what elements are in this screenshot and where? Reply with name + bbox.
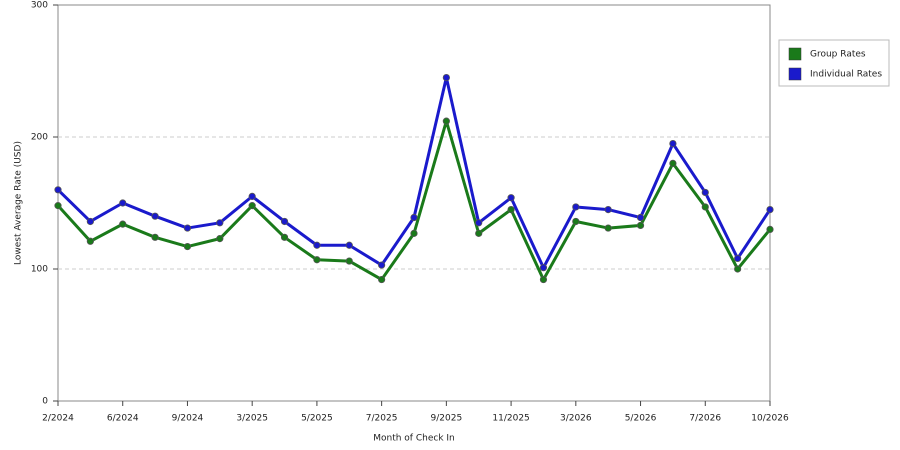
data-point xyxy=(669,140,677,148)
x-tick-label: 9/2024 xyxy=(172,414,204,424)
data-point xyxy=(604,224,612,232)
legend-label: Group Rates xyxy=(810,50,866,60)
x-tick-label: 7/2026 xyxy=(689,414,721,424)
data-point xyxy=(378,261,386,269)
x-tick-label: 10/2026 xyxy=(751,414,789,424)
data-point xyxy=(572,217,580,226)
data-point xyxy=(572,203,580,211)
x-axis-label: Month of Check In xyxy=(373,434,455,444)
y-axis-label: Lowest Average Rate (USD) xyxy=(14,141,24,265)
data-point xyxy=(248,192,256,200)
data-point xyxy=(119,199,127,207)
data-point xyxy=(378,275,386,284)
legend-label: Individual Rates xyxy=(810,70,882,80)
data-point xyxy=(280,233,289,241)
data-point xyxy=(734,254,742,263)
y-tick-label: 0 xyxy=(42,397,48,407)
data-point xyxy=(507,194,515,202)
data-point xyxy=(313,256,321,264)
y-tick-label: 200 xyxy=(31,133,48,143)
x-tick-label: 3/2026 xyxy=(560,414,592,424)
x-tick-label: 3/2025 xyxy=(236,414,268,424)
data-point xyxy=(539,264,548,272)
data-point xyxy=(410,229,418,237)
data-point xyxy=(151,212,159,220)
x-tick-label: 11/2025 xyxy=(492,414,529,424)
data-point xyxy=(734,265,742,273)
x-tick-label: 6/2024 xyxy=(107,414,139,424)
data-point xyxy=(345,257,353,265)
data-point xyxy=(669,159,677,167)
data-point xyxy=(216,235,224,243)
data-point xyxy=(119,220,127,228)
x-tick-label: 5/2026 xyxy=(625,414,657,424)
data-point xyxy=(701,188,709,197)
legend-swatch xyxy=(788,47,802,61)
data-point xyxy=(313,241,321,249)
data-point xyxy=(280,217,289,226)
x-tick-label: 2/2024 xyxy=(42,414,74,424)
data-point xyxy=(216,219,224,227)
data-point xyxy=(183,224,192,232)
data-point xyxy=(410,213,418,222)
plot-area xyxy=(57,4,771,402)
data-point xyxy=(475,229,483,237)
data-point xyxy=(442,117,450,125)
y-tick-label: 300 xyxy=(31,1,48,11)
data-point xyxy=(766,225,774,233)
data-point xyxy=(636,221,645,230)
data-point xyxy=(183,242,192,251)
y-tick-label: 100 xyxy=(31,265,48,275)
data-point xyxy=(54,202,62,210)
data-point xyxy=(248,202,256,210)
data-point xyxy=(151,233,159,241)
x-tick-label: 7/2025 xyxy=(366,414,398,424)
data-point xyxy=(604,206,612,214)
data-point xyxy=(507,206,515,214)
x-tick-label: 5/2025 xyxy=(301,414,333,424)
data-point xyxy=(766,206,774,214)
data-point xyxy=(54,186,62,194)
legend-swatch xyxy=(788,67,802,81)
data-point xyxy=(442,74,450,82)
data-point xyxy=(345,241,353,249)
x-tick-label: 9/2025 xyxy=(431,414,463,424)
data-point xyxy=(86,217,94,226)
data-point xyxy=(86,237,94,245)
data-point xyxy=(475,219,483,227)
data-point xyxy=(539,275,548,284)
data-point xyxy=(701,203,709,211)
data-point xyxy=(636,213,645,222)
